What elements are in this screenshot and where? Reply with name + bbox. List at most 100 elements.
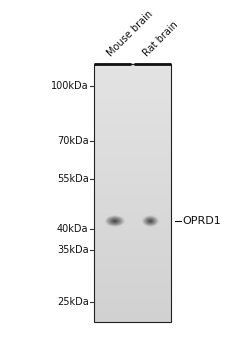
Ellipse shape — [110, 219, 119, 224]
Ellipse shape — [148, 220, 152, 223]
Ellipse shape — [148, 220, 151, 222]
Bar — [94, 106, 170, 111]
Bar — [94, 244, 170, 249]
Bar — [94, 175, 170, 180]
Bar — [94, 265, 170, 271]
Bar — [94, 110, 170, 116]
Ellipse shape — [113, 220, 116, 222]
Bar — [94, 153, 170, 159]
Ellipse shape — [106, 216, 123, 226]
Bar — [94, 317, 170, 322]
Bar — [94, 308, 170, 314]
Bar — [94, 287, 170, 292]
Ellipse shape — [111, 219, 118, 223]
Bar — [94, 184, 170, 189]
Ellipse shape — [112, 220, 116, 222]
Text: 35kDa: 35kDa — [57, 245, 88, 254]
Bar — [94, 296, 170, 301]
Bar — [94, 76, 170, 81]
Bar — [94, 188, 170, 193]
Text: 100kDa: 100kDa — [51, 80, 88, 91]
Bar — [94, 300, 170, 305]
Ellipse shape — [147, 219, 152, 223]
Bar — [94, 274, 170, 279]
Bar — [94, 119, 170, 124]
Ellipse shape — [142, 216, 158, 226]
Text: OPRD1: OPRD1 — [181, 216, 220, 226]
Ellipse shape — [109, 218, 120, 224]
Bar — [94, 72, 170, 77]
Bar — [94, 149, 170, 154]
Bar — [94, 240, 170, 245]
Ellipse shape — [144, 217, 155, 225]
Bar — [94, 235, 170, 240]
Bar — [94, 222, 170, 228]
Bar — [94, 171, 170, 176]
Ellipse shape — [107, 217, 122, 225]
Bar — [94, 218, 170, 223]
Ellipse shape — [108, 217, 121, 225]
Ellipse shape — [105, 216, 123, 226]
Ellipse shape — [114, 221, 115, 222]
Text: 70kDa: 70kDa — [57, 136, 88, 146]
Ellipse shape — [145, 218, 154, 224]
Ellipse shape — [111, 219, 117, 223]
Bar — [94, 128, 170, 133]
Bar — [94, 166, 170, 172]
Bar — [94, 214, 170, 219]
Text: 25kDa: 25kDa — [57, 297, 88, 307]
Text: 40kDa: 40kDa — [57, 224, 88, 234]
Bar — [94, 201, 170, 206]
Bar — [94, 179, 170, 184]
Ellipse shape — [144, 217, 156, 225]
Bar — [94, 192, 170, 197]
Bar — [94, 278, 170, 284]
Bar — [94, 162, 170, 167]
Bar — [94, 270, 170, 275]
Ellipse shape — [105, 216, 124, 227]
Ellipse shape — [112, 220, 117, 223]
Text: 55kDa: 55kDa — [57, 174, 88, 184]
Ellipse shape — [144, 218, 155, 225]
Bar — [94, 89, 170, 94]
Bar — [94, 291, 170, 296]
Ellipse shape — [149, 220, 151, 222]
Bar — [94, 261, 170, 266]
Ellipse shape — [143, 217, 156, 226]
Ellipse shape — [142, 216, 158, 227]
Bar — [94, 158, 170, 163]
Ellipse shape — [106, 217, 122, 226]
Ellipse shape — [147, 219, 153, 223]
Bar — [94, 97, 170, 103]
Bar — [94, 115, 170, 120]
Bar — [94, 253, 170, 258]
Bar — [94, 145, 170, 150]
Bar — [94, 93, 170, 98]
Ellipse shape — [108, 218, 120, 225]
Bar — [94, 141, 170, 146]
Bar — [94, 197, 170, 202]
Text: Rat brain: Rat brain — [140, 20, 179, 59]
Ellipse shape — [142, 216, 157, 226]
Bar — [94, 205, 170, 210]
Ellipse shape — [146, 218, 154, 224]
Bar — [94, 227, 170, 232]
Ellipse shape — [146, 219, 153, 224]
Bar — [94, 313, 170, 318]
Bar — [94, 283, 170, 288]
Bar — [94, 123, 170, 128]
Bar — [94, 80, 170, 85]
Bar — [94, 67, 170, 72]
Ellipse shape — [141, 215, 158, 227]
Bar — [94, 136, 170, 141]
Ellipse shape — [149, 221, 150, 222]
Ellipse shape — [104, 215, 125, 227]
Bar — [94, 304, 170, 309]
Bar — [94, 102, 170, 107]
Text: Mouse brain: Mouse brain — [105, 9, 155, 59]
Bar — [94, 209, 170, 215]
Bar — [94, 257, 170, 262]
Bar — [94, 63, 170, 68]
Ellipse shape — [109, 218, 119, 224]
Bar — [94, 231, 170, 236]
